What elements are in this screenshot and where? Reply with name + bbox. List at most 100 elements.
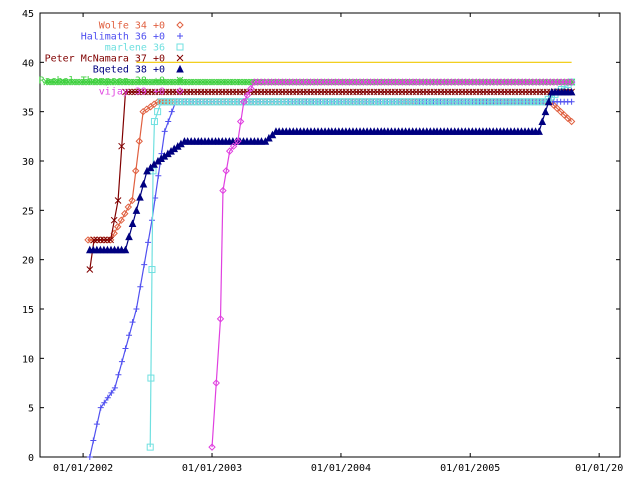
- data-point: [176, 87, 184, 95]
- data-point: [108, 389, 115, 396]
- data-point: [236, 117, 245, 126]
- data-point: [71, 78, 79, 86]
- data-point: [488, 98, 496, 106]
- data-point: [132, 206, 141, 214]
- data-point: [513, 98, 521, 106]
- series-line: [88, 101, 573, 241]
- data-point: [567, 117, 576, 126]
- data-point: [277, 98, 285, 106]
- data-point: [383, 98, 391, 106]
- data-point: [82, 78, 90, 86]
- data-point: [238, 98, 246, 106]
- data-point: [145, 239, 152, 246]
- data-point: [115, 78, 122, 86]
- data-point: [231, 78, 239, 86]
- legend-label: Peter McNamara 37 +0: [45, 54, 165, 65]
- data-point: [176, 54, 184, 62]
- data-point: [164, 98, 172, 106]
- x-tick-label: 01/01/2004: [311, 463, 371, 474]
- data-point: [167, 98, 175, 106]
- data-point: [177, 33, 183, 39]
- data-point: [449, 98, 457, 106]
- data-point: [414, 98, 422, 106]
- data-point: [176, 43, 184, 51]
- data-point: [157, 78, 165, 86]
- series-line: [89, 91, 572, 251]
- data-point: [240, 98, 248, 106]
- data-point: [185, 98, 193, 106]
- data-point: [375, 98, 383, 106]
- data-point: [243, 91, 252, 99]
- data-point: [118, 358, 125, 365]
- data-point: [97, 78, 104, 86]
- data-point: [453, 98, 461, 106]
- data-point: [470, 98, 478, 106]
- data-point: [249, 78, 256, 86]
- data-point: [390, 98, 398, 106]
- data-point: [133, 306, 140, 312]
- data-point: [125, 232, 133, 241]
- data-point: [531, 98, 539, 106]
- data-point: [137, 283, 144, 290]
- data-point: [351, 98, 359, 106]
- data-point: [439, 98, 447, 106]
- data-point: [270, 98, 278, 106]
- data-point: [527, 98, 535, 106]
- data-point: [358, 98, 366, 106]
- data-point: [107, 236, 114, 244]
- data-point: [259, 98, 267, 106]
- data-point: [213, 78, 221, 86]
- legend-label: marlene 36: [105, 43, 165, 54]
- data-point: [171, 98, 179, 106]
- data-point: [567, 87, 576, 96]
- data-point: [136, 78, 143, 86]
- data-point: [407, 98, 415, 106]
- data-point: [291, 98, 299, 106]
- data-point: [107, 78, 115, 86]
- data-point: [196, 98, 204, 106]
- data-point: [93, 421, 100, 428]
- data-point: [61, 78, 68, 86]
- data-point: [263, 98, 271, 106]
- data-point: [238, 78, 246, 86]
- data-point: [171, 78, 179, 86]
- data-point: [176, 64, 184, 73]
- data-point: [217, 78, 225, 86]
- series-line: [89, 101, 572, 458]
- data-point: [301, 98, 309, 106]
- data-point: [206, 98, 214, 106]
- series-line: [89, 91, 572, 270]
- data-point: [222, 167, 230, 175]
- data-point: [111, 384, 118, 391]
- data-point: [136, 193, 144, 201]
- data-point: [538, 98, 546, 106]
- data-point: [118, 142, 125, 150]
- data-point: [118, 78, 126, 86]
- data-point: [224, 78, 232, 86]
- data-point: [266, 98, 274, 106]
- data-point: [499, 98, 507, 106]
- y-tick-label: 45: [22, 9, 34, 20]
- data-point: [93, 236, 101, 244]
- data-point: [400, 98, 408, 106]
- data-point: [386, 98, 394, 106]
- data-point: [124, 203, 133, 211]
- data-point: [404, 98, 412, 106]
- data-point: [53, 78, 61, 86]
- data-point: [228, 78, 235, 86]
- plot-frame: [39, 12, 621, 458]
- data-point: [213, 98, 221, 106]
- data-point: [432, 98, 440, 106]
- y-tick-label: 30: [22, 157, 34, 168]
- data-point: [326, 98, 334, 106]
- data-point: [287, 98, 295, 106]
- data-point: [474, 98, 482, 106]
- data-point: [337, 98, 345, 106]
- legend-label: Halimath 36 +0: [81, 32, 165, 43]
- data-point: [567, 78, 576, 86]
- data-point: [333, 98, 341, 106]
- data-point: [442, 98, 450, 106]
- data-point: [79, 78, 86, 86]
- legend-label: Rachel Thompson 38 +0: [39, 76, 165, 87]
- data-point: [227, 98, 235, 106]
